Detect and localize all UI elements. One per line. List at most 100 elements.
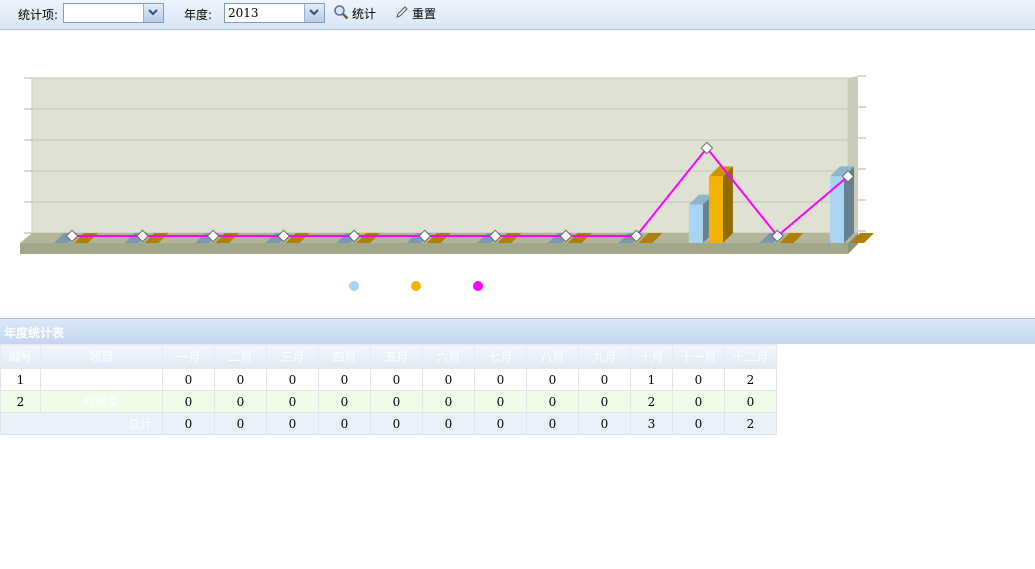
stat-button-label: 统计 <box>352 6 377 21</box>
total-value-cell: 0 <box>370 412 423 435</box>
column-header[interactable]: 五月 <box>370 344 423 369</box>
total-value-cell: 0 <box>162 412 215 435</box>
total-value-cell: 0 <box>214 412 267 435</box>
bar-stub <box>779 233 804 243</box>
chart <box>20 75 874 291</box>
month-value-cell: 0 <box>422 390 475 413</box>
month-value-cell: 0 <box>724 390 777 413</box>
total-value-cell: 0 <box>578 412 631 435</box>
series-line <box>72 146 849 238</box>
bar-side <box>844 166 854 243</box>
bar <box>688 204 703 243</box>
total-value-cell: 2 <box>724 412 777 435</box>
bar <box>830 176 844 243</box>
total-value-cell: 0 <box>474 412 527 435</box>
table-header-row: 编号 项目 一月 二月 三月 四月 五月 六月 七月 八月 九月 十月 十一月 十二月 <box>0 344 777 369</box>
project-cell <box>40 368 163 391</box>
month-value-cell: 0 <box>526 390 579 413</box>
month-value-cell: 0 <box>162 390 215 413</box>
bar-top <box>708 166 733 177</box>
month-value-cell: 0 <box>162 368 215 391</box>
column-header[interactable]: 九月 <box>578 344 631 369</box>
row-number-cell: 1 <box>0 368 41 391</box>
chevron-down-icon[interactable] <box>143 4 163 22</box>
year-select[interactable]: 2013 <box>224 3 325 23</box>
bar-stub <box>850 233 874 243</box>
column-header[interactable]: 一月 <box>162 344 215 369</box>
line-point <box>136 229 149 243</box>
line-point <box>347 229 361 243</box>
total-label: 总计: <box>0 412 163 435</box>
pencil-icon <box>395 5 409 22</box>
line-point <box>841 169 855 183</box>
project-cell: 档案类 <box>40 390 163 413</box>
column-header[interactable]: 十一月 <box>672 344 725 369</box>
line-point <box>559 229 573 243</box>
month-value-cell: 0 <box>214 390 267 413</box>
toolbar: 统计项: 年度: 2013 统计 重置 <box>0 0 1035 30</box>
year-label: 年度: <box>184 8 213 22</box>
total-value-cell: 0 <box>422 412 475 435</box>
plot-floor-front <box>20 243 848 254</box>
line-point <box>418 229 432 243</box>
column-header[interactable]: 七月 <box>474 344 527 369</box>
reset-button-label: 重置 <box>412 6 437 21</box>
bar-side <box>722 166 733 243</box>
total-row: 总计: 0 0 0 0 0 0 0 0 0 3 0 2 <box>0 412 777 435</box>
line-point <box>206 229 220 243</box>
legend-swatch <box>411 281 421 291</box>
chart-panel <box>0 30 1035 318</box>
column-header[interactable]: 四月 <box>318 344 371 369</box>
month-value-cell: 2 <box>724 368 777 391</box>
column-header[interactable]: 八月 <box>526 344 579 369</box>
month-value-cell: 0 <box>266 368 319 391</box>
month-value-cell: 0 <box>578 390 631 413</box>
line-point <box>629 229 643 243</box>
year-value: 2013 <box>228 6 259 20</box>
grid-title: 年度统计表 <box>4 326 65 340</box>
month-value-cell: 0 <box>318 368 371 391</box>
month-value-cell: 0 <box>214 368 267 391</box>
chevron-down-icon[interactable] <box>304 4 324 22</box>
line-point <box>700 141 714 155</box>
stat-item-label: 统计项: <box>18 8 59 22</box>
total-value-cell: 3 <box>630 412 673 435</box>
column-header[interactable]: 三月 <box>266 344 319 369</box>
reset-button[interactable]: 重置 <box>395 4 436 22</box>
month-value-cell: 0 <box>578 368 631 391</box>
bar-top <box>830 166 854 177</box>
column-header[interactable]: 项目 <box>40 344 163 369</box>
month-value-cell: 2 <box>630 390 673 413</box>
grid-title-bar: 年度统计表 <box>0 318 1035 344</box>
column-header[interactable]: 六月 <box>422 344 475 369</box>
stat-item-select[interactable] <box>63 3 164 23</box>
column-header[interactable]: 十二月 <box>724 344 777 369</box>
column-header[interactable]: 二月 <box>214 344 267 369</box>
stat-button[interactable]: 统计 <box>333 4 376 22</box>
total-value-cell: 0 <box>266 412 319 435</box>
month-value-cell: 0 <box>672 368 725 391</box>
month-value-cell: 0 <box>370 368 423 391</box>
bar-top <box>688 194 713 205</box>
legend-swatch <box>349 281 359 291</box>
line-point <box>488 229 502 243</box>
table-row[interactable]: 2 档案类 0 0 0 0 0 0 0 0 0 2 0 0 <box>0 390 777 413</box>
legend-swatch <box>473 281 483 291</box>
magnifier-icon <box>333 4 349 23</box>
month-value-cell: 0 <box>370 390 423 413</box>
month-value-cell: 1 <box>630 368 673 391</box>
total-value-cell: 0 <box>318 412 371 435</box>
total-value-cell: 0 <box>526 412 579 435</box>
line-point <box>65 229 79 243</box>
column-header[interactable]: 编号 <box>0 344 41 369</box>
month-value-cell: 0 <box>266 390 319 413</box>
month-value-cell: 0 <box>526 368 579 391</box>
month-value-cell: 0 <box>474 368 527 391</box>
column-header[interactable]: 十月 <box>630 344 673 369</box>
month-value-cell: 0 <box>474 390 527 413</box>
month-value-cell: 0 <box>422 368 475 391</box>
bar <box>708 176 723 243</box>
row-number-cell: 2 <box>0 390 41 413</box>
